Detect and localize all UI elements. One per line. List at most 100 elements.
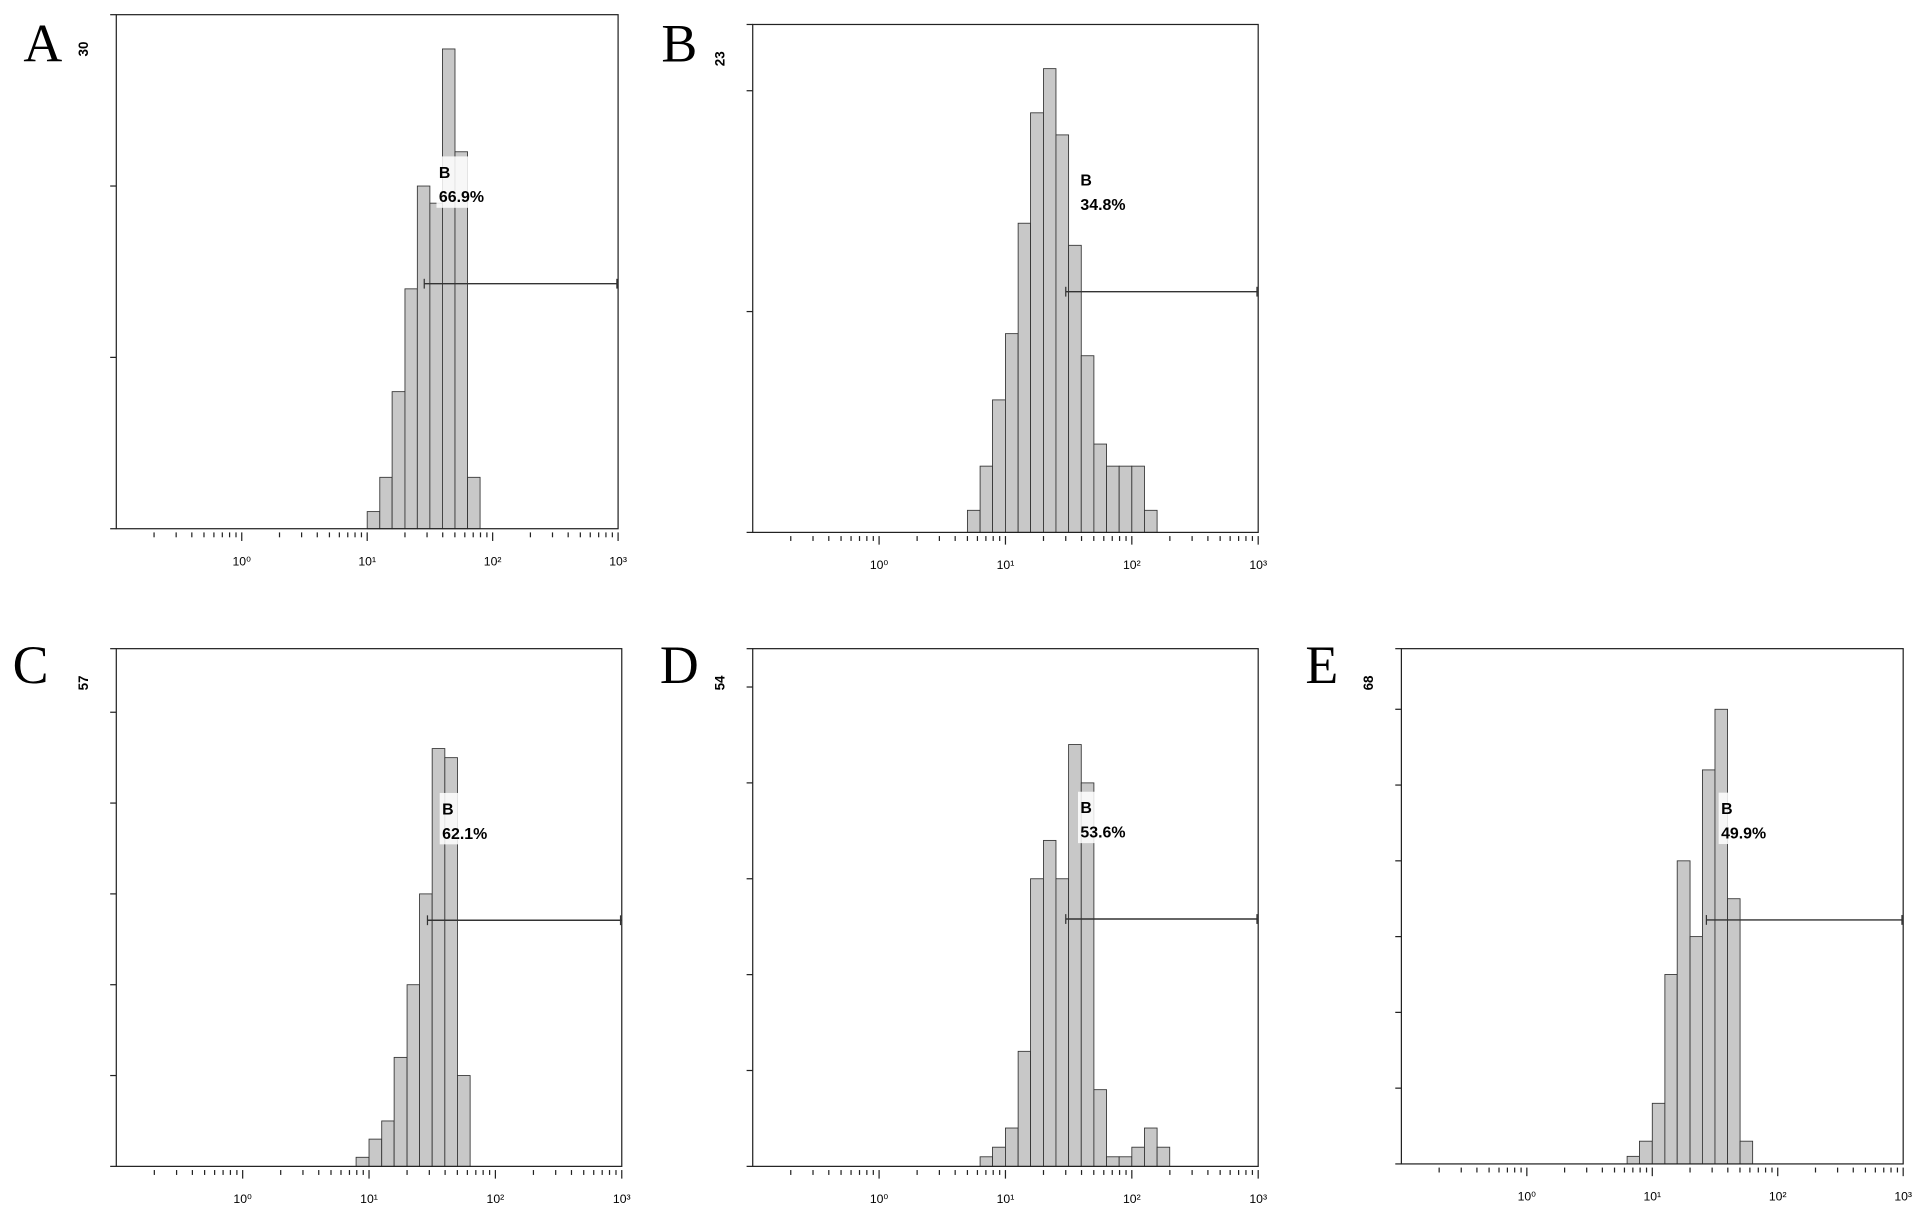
gate-percent: 53.6% xyxy=(1080,825,1125,842)
histogram-bin xyxy=(457,1075,471,1167)
histogram-bin xyxy=(1005,333,1019,533)
panel-letter: A xyxy=(23,13,62,73)
histogram-bin xyxy=(1043,839,1057,1167)
x-tick-label: 10⁰ xyxy=(232,554,251,568)
histogram-bin xyxy=(1017,222,1031,533)
plot-frame xyxy=(1400,648,1904,1165)
histogram-bin xyxy=(379,476,393,530)
histogram-bin xyxy=(419,893,433,1167)
gate-name: B xyxy=(439,165,451,182)
gate-percent: 34.8% xyxy=(1080,197,1125,214)
histogram-bin xyxy=(1106,465,1120,533)
histogram-bin xyxy=(1055,134,1070,533)
histogram-bin xyxy=(454,151,468,530)
gate-percent: 49.9% xyxy=(1721,825,1766,842)
gate-name: B xyxy=(1080,173,1092,190)
histogram-bin xyxy=(1030,112,1044,533)
gate-label-bg xyxy=(1718,792,1775,845)
histogram-bin xyxy=(1739,1140,1754,1165)
y-tick-label: 23 xyxy=(712,51,727,66)
histogram-bin xyxy=(1727,898,1741,1165)
histogram-bin xyxy=(404,288,418,530)
histogram-bin xyxy=(1118,465,1133,533)
histogram-bin xyxy=(442,48,456,530)
x-tick-label: 10³ xyxy=(613,1192,631,1206)
histogram-bin xyxy=(1093,443,1107,533)
histogram-bin xyxy=(1068,244,1082,533)
histogram-bin xyxy=(1043,68,1057,533)
histogram-bin xyxy=(966,509,981,533)
histogram-bin xyxy=(1639,1140,1653,1165)
histogram-bin xyxy=(393,1056,408,1167)
x-tick-label: 10² xyxy=(487,1192,505,1206)
histogram-bin xyxy=(1030,878,1044,1167)
panel-letter: B xyxy=(661,13,697,73)
gate-label-bg xyxy=(439,792,497,845)
plot-frame xyxy=(115,14,619,530)
panel-letter: D xyxy=(660,635,699,695)
x-tick-label: 10³ xyxy=(1249,1192,1267,1206)
gate-name: B xyxy=(1721,801,1733,818)
gate-label-bg xyxy=(1077,791,1135,844)
histogram-bin xyxy=(1156,1146,1171,1167)
gate-percent: 62.1% xyxy=(442,826,487,843)
histogram-bin xyxy=(366,511,381,530)
x-tick-label: 10¹ xyxy=(997,1192,1015,1206)
histogram-bin xyxy=(1017,1050,1031,1167)
x-tick-label: 10¹ xyxy=(997,558,1015,572)
histogram-bin xyxy=(1701,769,1716,1165)
x-tick-label: 10² xyxy=(1769,1190,1787,1204)
x-tick-label: 10³ xyxy=(609,554,627,568)
x-tick-label: 10¹ xyxy=(360,1192,378,1206)
gate-percent: 66.9% xyxy=(439,189,484,206)
histogram-bin xyxy=(992,399,1006,533)
y-tick-label: 54 xyxy=(712,675,727,690)
y-tick-label: 57 xyxy=(76,675,91,690)
histogram-bin xyxy=(355,1156,370,1167)
histogram-bin xyxy=(1651,1102,1666,1165)
y-tick-label: 30 xyxy=(76,41,91,56)
histogram-bin xyxy=(1005,1127,1019,1167)
histogram-bin xyxy=(1689,936,1703,1165)
x-tick-label: 10⁰ xyxy=(233,1192,252,1206)
histogram-bin xyxy=(1080,355,1095,533)
plot-frame xyxy=(752,23,1259,534)
plot-frame xyxy=(115,648,623,1167)
histogram-bin xyxy=(1093,1089,1107,1167)
gate-name: B xyxy=(1080,800,1092,817)
histogram-bin xyxy=(1664,974,1678,1165)
x-tick-label: 10³ xyxy=(1894,1190,1912,1204)
y-tick-label: 68 xyxy=(1361,675,1376,690)
x-tick-label: 10² xyxy=(1123,1192,1141,1206)
histogram-bin xyxy=(1714,708,1728,1165)
histogram-bin xyxy=(467,476,481,530)
histogram-bin xyxy=(406,984,420,1167)
histogram-bin xyxy=(979,1156,993,1167)
histogram-bin xyxy=(381,1120,395,1167)
gate-name: B xyxy=(442,801,454,818)
histogram-bin xyxy=(1055,878,1070,1167)
histogram-bin xyxy=(429,202,443,530)
x-tick-label: 10¹ xyxy=(358,554,376,568)
histogram-bin xyxy=(1118,1156,1133,1167)
gate-label-bg xyxy=(1077,164,1135,216)
histogram-bin xyxy=(992,1146,1006,1167)
x-tick-label: 10⁰ xyxy=(870,558,889,572)
histogram-bin xyxy=(416,185,431,530)
histogram-bin xyxy=(1676,860,1691,1165)
histogram-bin xyxy=(1144,1127,1158,1167)
histogram-bin xyxy=(1106,1156,1120,1167)
x-tick-label: 10¹ xyxy=(1643,1190,1661,1204)
histogram-bin xyxy=(1131,1146,1145,1167)
panel-letter: C xyxy=(13,635,49,695)
gate-label-bg xyxy=(436,156,493,208)
x-tick-label: 10² xyxy=(484,554,502,568)
histogram-bin xyxy=(1626,1155,1640,1165)
x-tick-label: 10⁰ xyxy=(1518,1190,1537,1204)
panel-letter: E xyxy=(1305,635,1338,695)
x-tick-label: 10³ xyxy=(1249,558,1267,572)
histogram-bin xyxy=(1144,509,1158,533)
x-tick-label: 10² xyxy=(1123,558,1141,572)
plot-frame xyxy=(752,648,1259,1167)
